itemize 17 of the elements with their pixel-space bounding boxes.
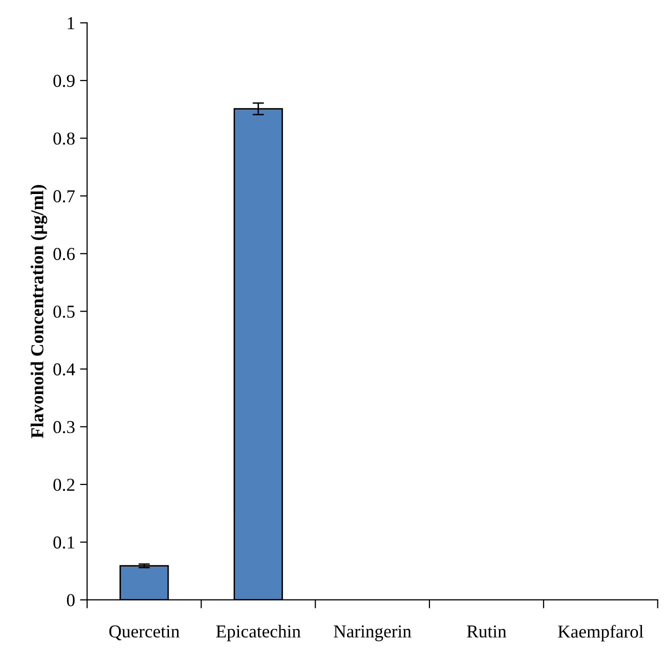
x-tick-label: Naringerin bbox=[334, 625, 412, 642]
x-tick-label: Epicatechin bbox=[216, 624, 301, 642]
y-tick-label: 0.5 bbox=[53, 306, 75, 318]
y-tick-label: 0.4 bbox=[53, 363, 76, 376]
y-tick-label: 0.8 bbox=[53, 132, 75, 145]
y-tick-label: 0.9 bbox=[53, 74, 75, 88]
y-tick-label: 0.7 bbox=[53, 190, 75, 202]
y-tick-label: 0.3 bbox=[53, 420, 75, 434]
y-tick-label: 0 bbox=[66, 594, 75, 606]
x-tick-label: Rutin bbox=[466, 625, 506, 638]
y-tick-label: 0.1 bbox=[53, 536, 74, 549]
y-tick-label: 0.2 bbox=[53, 478, 74, 491]
y-tick-label: 0.6 bbox=[53, 248, 75, 260]
y-tick-label: 1 bbox=[68, 17, 74, 30]
x-tick-label: Quercetin bbox=[109, 625, 180, 640]
x-tick-label: Kaempfarol bbox=[558, 624, 644, 642]
y-axis-title: Flavonoid Concentration (µg/ml) bbox=[30, 185, 48, 438]
